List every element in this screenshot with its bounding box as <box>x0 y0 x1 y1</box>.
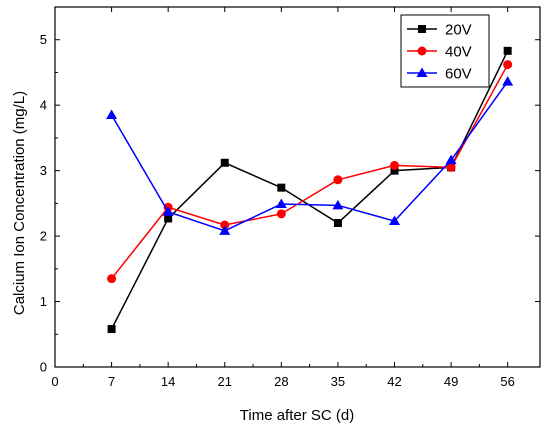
x-tick-label: 49 <box>444 374 458 389</box>
x-axis-title: Time after SC (d) <box>240 407 354 424</box>
x-tick-label: 14 <box>161 374 175 389</box>
legend: 20V 40V 60V <box>400 14 490 88</box>
data-point <box>502 76 514 86</box>
data-point <box>277 183 286 192</box>
data-point <box>390 166 399 175</box>
data-point <box>220 158 229 167</box>
plot-area <box>106 46 514 334</box>
legend-marker <box>418 25 426 33</box>
data-point <box>219 225 231 235</box>
plot-frame <box>54 6 541 368</box>
y-tick-label: 5 <box>40 32 47 47</box>
series-line <box>110 64 509 280</box>
y-tick-label: 2 <box>40 229 47 244</box>
x-tick-label: 35 <box>331 374 345 389</box>
legend-label: 60V <box>445 66 472 83</box>
data-point <box>275 198 287 209</box>
y-tick-label: 0 <box>40 360 47 375</box>
data-point <box>220 220 230 230</box>
legend-label: 40V <box>445 44 472 61</box>
x-tick-label: 28 <box>274 374 288 389</box>
series-60V <box>106 76 514 235</box>
data-point <box>332 199 344 210</box>
data-point <box>503 46 512 55</box>
legend-label: 20V <box>445 22 472 39</box>
legend-marker <box>416 67 428 77</box>
y-axis-title: Calcium Ion Concentration (mg/L) <box>11 91 28 315</box>
x-tick-label: 21 <box>218 374 232 389</box>
data-point <box>107 274 117 284</box>
y-tick-label: 3 <box>40 163 47 178</box>
y-tick-label: 4 <box>40 98 47 113</box>
data-point <box>390 160 399 170</box>
data-point <box>389 215 400 226</box>
data-point <box>333 219 342 227</box>
data-point <box>162 206 174 216</box>
x-tick-label: 0 <box>51 374 58 389</box>
x-tick-label: 42 <box>387 374 401 389</box>
data-point <box>446 162 456 172</box>
data-point <box>106 109 118 119</box>
series-line <box>110 81 509 232</box>
x-tick-label: 7 <box>108 374 115 389</box>
data-point <box>503 60 513 70</box>
data-point <box>333 175 343 185</box>
data-point <box>164 214 173 223</box>
data-point <box>445 154 457 165</box>
x-tick-label: 56 <box>500 374 514 389</box>
data-point <box>276 209 286 219</box>
data-point <box>107 325 116 334</box>
y-tick-label: 1 <box>40 294 47 309</box>
axes: 0 7 14 21 28 35 42 49 56 0 1 2 3 4 5 <box>40 6 541 389</box>
legend-marker <box>417 46 427 56</box>
series-40V <box>107 60 513 284</box>
